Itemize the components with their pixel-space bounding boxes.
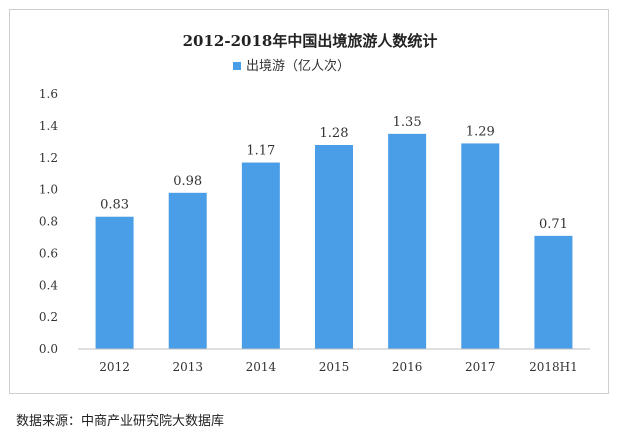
bar xyxy=(534,235,573,349)
bar xyxy=(315,145,353,349)
bar xyxy=(388,133,427,349)
y-tick-label: 0.0 xyxy=(39,342,58,356)
bar xyxy=(168,192,207,349)
data-label: 0.98 xyxy=(173,174,202,189)
data-label: 0.83 xyxy=(100,198,129,213)
data-label: 1.29 xyxy=(466,124,495,139)
x-tick-label: 2017 xyxy=(465,360,496,374)
x-tick-label: 2013 xyxy=(172,360,203,374)
y-tick-label: 1.4 xyxy=(39,119,58,133)
x-tick-label: 2018H1 xyxy=(529,360,578,374)
x-tick-label: 2014 xyxy=(246,360,277,374)
y-tick-label: 0.6 xyxy=(39,246,58,260)
bar xyxy=(461,143,500,349)
y-axis: 0.0 0.2 0.4 0.6 0.8 1.0 1.2 1.4 1.6 xyxy=(39,87,58,356)
x-tick-label: 2015 xyxy=(319,360,350,374)
source-note: 数据来源：中商产业研究院大数据库 xyxy=(16,414,225,429)
bar xyxy=(241,162,280,349)
chart-frame: 2012-2018年中国出境旅游人数统计 出境游（亿人次） 0.0 0.2 0.4 0… xyxy=(9,9,609,394)
y-tick-label: 1.2 xyxy=(39,151,58,165)
y-tick-label: 1.6 xyxy=(39,87,58,101)
data-label: 1.28 xyxy=(320,126,349,141)
data-label: 1.35 xyxy=(393,115,422,130)
legend-swatch xyxy=(233,62,241,70)
data-label: 0.71 xyxy=(539,217,568,232)
y-tick-label: 0.4 xyxy=(39,278,58,292)
y-tick-label: 1.0 xyxy=(39,183,58,197)
x-axis: 2012 2013 2014 2015 2016 2017 2018H1 xyxy=(78,348,590,374)
chart-title: 2012-2018年中国出境旅游人数统计 xyxy=(183,32,438,50)
y-tick-label: 0.8 xyxy=(39,215,58,229)
bar xyxy=(95,216,134,349)
legend-label: 出境游（亿人次） xyxy=(246,58,350,74)
data-label: 1.17 xyxy=(246,144,275,159)
x-tick-label: 2012 xyxy=(99,360,130,374)
y-tick-label: 0.2 xyxy=(39,310,58,324)
bar-series: 0.83 0.98 1.17 1.28 1.35 1.29 0.71 xyxy=(95,115,573,349)
bar-chart: 2012-2018年中国出境旅游人数统计 出境游（亿人次） 0.00.20.40… xyxy=(39,32,590,374)
x-tick-label: 2016 xyxy=(392,360,423,374)
